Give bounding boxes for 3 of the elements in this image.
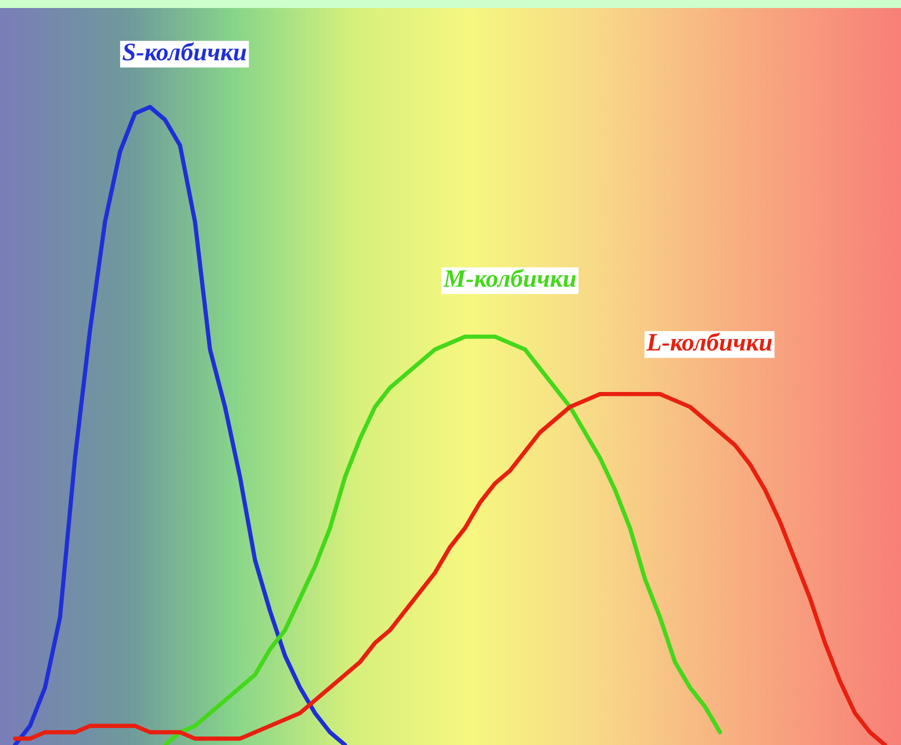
- text: M-колбички: [443, 268, 576, 287]
- text: S-колбички: [122, 42, 246, 60]
- series-label: L-колбички: [646, 332, 772, 351]
